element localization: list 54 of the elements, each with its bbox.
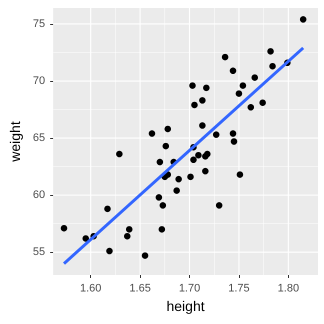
- point: [175, 176, 182, 182]
- point: [164, 126, 172, 132]
- point: [212, 131, 220, 138]
- x-axis-title: height: [166, 298, 205, 314]
- point: [190, 156, 197, 164]
- point: [199, 97, 206, 104]
- point: [230, 68, 236, 74]
- point: [126, 226, 132, 233]
- point: [158, 226, 166, 233]
- y-axis-title: weight: [7, 121, 23, 163]
- y-tick-label: 75: [32, 18, 46, 30]
- point: [236, 171, 244, 178]
- point: [248, 104, 254, 111]
- point: [189, 82, 196, 89]
- x-tick-label: 1.60: [80, 282, 102, 294]
- point: [173, 187, 180, 194]
- point: [106, 248, 113, 254]
- point: [230, 138, 238, 145]
- point: [199, 122, 206, 129]
- point: [252, 74, 258, 81]
- point: [240, 82, 246, 89]
- point: [191, 102, 198, 108]
- y-tick-label: 55: [32, 246, 46, 258]
- point: [60, 224, 68, 232]
- point: [156, 158, 164, 166]
- point: [142, 252, 148, 259]
- point: [259, 99, 266, 106]
- x-tick-label: 1.70: [178, 282, 200, 294]
- x-tick-label: 1.75: [228, 282, 250, 294]
- point: [116, 150, 123, 158]
- point: [203, 84, 210, 92]
- point: [236, 90, 242, 97]
- point: [230, 130, 236, 137]
- point: [267, 48, 274, 55]
- point: [269, 62, 276, 70]
- point: [148, 130, 156, 137]
- x-tick-label: 1.80: [278, 282, 300, 294]
- x-tick-label: 1.65: [129, 282, 151, 294]
- point: [204, 150, 211, 158]
- point: [160, 202, 166, 209]
- point: [222, 54, 228, 60]
- point: [195, 152, 202, 158]
- point: [124, 232, 131, 240]
- point: [300, 16, 306, 23]
- y-tick-label: 65: [32, 132, 46, 144]
- point: [104, 206, 111, 212]
- point: [187, 174, 194, 180]
- point: [156, 194, 162, 201]
- point: [82, 235, 89, 242]
- y-tick-label: 70: [32, 75, 46, 88]
- point: [216, 202, 222, 209]
- point: [202, 168, 209, 174]
- y-tick-label: 60: [32, 189, 46, 202]
- point: [162, 142, 170, 150]
